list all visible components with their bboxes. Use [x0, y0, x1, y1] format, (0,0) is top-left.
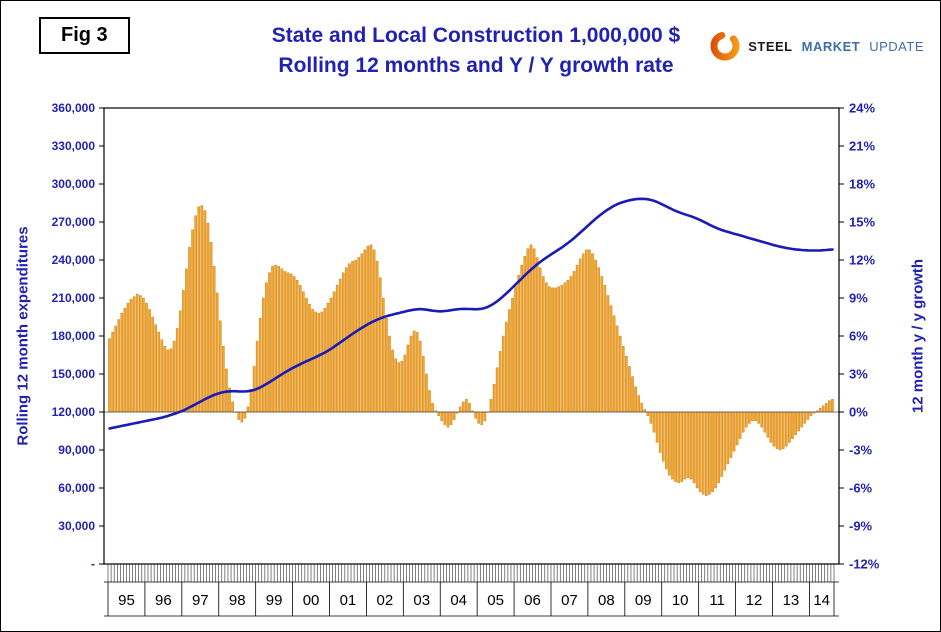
svg-text:330,000: 330,000: [52, 139, 96, 153]
svg-text:12%: 12%: [849, 253, 875, 268]
svg-text:-12%: -12%: [849, 557, 880, 572]
svg-text:270,000: 270,000: [52, 215, 96, 229]
svg-text:24%: 24%: [849, 101, 875, 116]
svg-text:-9%: -9%: [849, 519, 873, 534]
svg-text:14: 14: [813, 592, 830, 609]
svg-text:02: 02: [377, 592, 394, 609]
svg-text:18%: 18%: [849, 177, 875, 192]
svg-text:240,000: 240,000: [52, 253, 96, 267]
svg-text:21%: 21%: [849, 139, 875, 154]
expenditure-line-series: [108, 197, 834, 430]
svg-text:95: 95: [118, 592, 135, 609]
svg-text:15%: 15%: [849, 215, 875, 230]
svg-text:08: 08: [598, 592, 615, 609]
month-tick-comb: [107, 564, 835, 582]
svg-text:04: 04: [450, 592, 467, 609]
svg-text:-3%: -3%: [849, 443, 873, 458]
smu-swirl-icon: [710, 31, 740, 61]
svg-text:11: 11: [709, 592, 725, 609]
svg-text:300,000: 300,000: [52, 177, 96, 191]
svg-text:07: 07: [561, 592, 578, 609]
svg-text:97: 97: [192, 592, 209, 609]
figure-number-box: Fig 3: [39, 17, 130, 54]
svg-text:99: 99: [266, 592, 283, 609]
svg-text:6%: 6%: [849, 329, 868, 344]
chart-title: State and Local Construction 1,000,000 $: [271, 24, 681, 47]
chart-title-block: State and Local Construction 1,000,000 $…: [131, 21, 821, 82]
svg-text:180,000: 180,000: [52, 329, 96, 343]
svg-text:05: 05: [487, 592, 504, 609]
logo-word-update: UPDATE: [869, 38, 924, 54]
steel-market-update-logo: STEEL MARKET UPDATE: [708, 29, 924, 63]
svg-text:13: 13: [783, 592, 800, 609]
svg-text:150,000: 150,000: [52, 367, 96, 381]
svg-text:96: 96: [155, 592, 172, 609]
svg-text:120,000: 120,000: [52, 405, 96, 419]
growth-bars-series: [108, 205, 834, 496]
svg-text:30,000: 30,000: [58, 519, 95, 533]
svg-text:60,000: 60,000: [58, 481, 95, 495]
svg-text:01: 01: [340, 592, 357, 609]
logo-word-market: MARKET: [801, 38, 861, 54]
chart-subtitle: Rolling 12 months and Y / Y growth rate: [278, 54, 674, 78]
svg-text:210,000: 210,000: [52, 291, 96, 305]
svg-text:9%: 9%: [849, 291, 868, 306]
svg-text:10: 10: [672, 592, 689, 609]
logo-word-steel: STEEL: [748, 38, 793, 54]
year-axis-labels: 95 96 97 98 99 00 01 02 03 04 05 06 07 08 09 10 11 12 13 14: [118, 592, 830, 609]
figure-number-label: Fig 3: [61, 24, 108, 46]
svg-text:06: 06: [524, 592, 541, 609]
svg-text:-: -: [91, 557, 95, 571]
svg-text:0%: 0%: [849, 405, 868, 420]
svg-text:360,000: 360,000: [52, 101, 96, 115]
svg-text:90,000: 90,000: [58, 443, 95, 457]
svg-text:3%: 3%: [849, 367, 868, 382]
svg-text:-6%: -6%: [849, 481, 873, 496]
svg-text:12: 12: [746, 592, 763, 609]
svg-text:09: 09: [635, 592, 652, 609]
svg-text:03: 03: [413, 592, 430, 609]
svg-text:00: 00: [303, 592, 320, 609]
svg-text:98: 98: [229, 592, 246, 609]
